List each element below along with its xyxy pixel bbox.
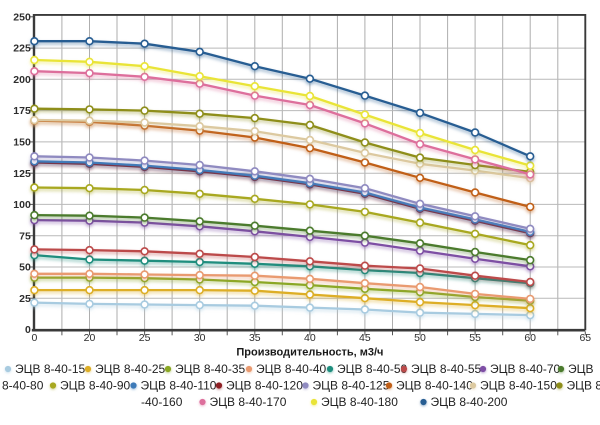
svg-text:45: 45	[359, 332, 371, 344]
svg-text:-40-160: -40-160	[141, 395, 183, 409]
svg-text:ЭЦВ: ЭЦВ	[568, 362, 594, 376]
svg-text:225: 225	[13, 43, 31, 55]
svg-text:150: 150	[13, 137, 31, 149]
svg-text:ЭЦВ 8-40-200: ЭЦВ 8-40-200	[431, 395, 508, 409]
svg-text:ЭЦВ 8-40-170: ЭЦВ 8-40-170	[210, 395, 287, 409]
svg-text:200: 200	[13, 74, 31, 86]
svg-text:0: 0	[31, 332, 37, 344]
svg-text:50: 50	[19, 262, 31, 274]
svg-text:0: 0	[25, 324, 31, 336]
svg-text:65: 65	[579, 332, 591, 344]
svg-text:ЭЦВ 8-40-150: ЭЦВ 8-40-150	[480, 379, 557, 393]
svg-text:60: 60	[524, 332, 536, 344]
svg-text:ЭЦВ 8-40-15: ЭЦВ 8-40-15	[15, 362, 86, 376]
svg-text:ЭЦВ 8-40-125: ЭЦВ 8-40-125	[313, 379, 390, 393]
svg-text:ЭЦВ 8-40-35: ЭЦВ 8-40-35	[175, 362, 246, 376]
svg-text:30: 30	[194, 332, 206, 344]
svg-text:ЭЦВ 8-40-90: ЭЦВ 8-40-90	[60, 379, 131, 393]
svg-text:ЭЦВ 8-40-55: ЭЦВ 8-40-55	[411, 362, 482, 376]
svg-text:75: 75	[19, 230, 31, 242]
svg-text:8-40-80: 8-40-80	[2, 379, 44, 393]
svg-text:ЭЦВ 8-40-70: ЭЦВ 8-40-70	[490, 362, 561, 376]
svg-text:25: 25	[19, 293, 31, 305]
svg-text:ЭЦВ 8: ЭЦВ 8	[567, 379, 600, 393]
svg-text:50: 50	[414, 332, 426, 344]
svg-text:100: 100	[13, 199, 31, 211]
svg-text:ЭЦВ 8-40-25: ЭЦВ 8-40-25	[95, 362, 166, 376]
svg-text:35: 35	[249, 332, 261, 344]
svg-text:ЭЦВ 8-40-120: ЭЦВ 8-40-120	[226, 379, 303, 393]
svg-text:55: 55	[469, 332, 481, 344]
svg-text:ЭЦВ 8-40-110: ЭЦВ 8-40-110	[141, 379, 217, 393]
svg-text:40: 40	[304, 332, 316, 344]
svg-text:175: 175	[13, 105, 31, 117]
svg-text:250: 250	[13, 11, 31, 23]
svg-text:20: 20	[84, 332, 96, 344]
svg-text:ЭЦВ 8-40-180: ЭЦВ 8-40-180	[321, 395, 398, 409]
svg-text:ЭЦВ 8-40-140: ЭЦВ 8-40-140	[396, 379, 473, 393]
svg-text:ЭЦВ 8-40-40: ЭЦВ 8-40-40	[256, 362, 327, 376]
svg-text:Производительность, м3/ч: Производительность, м3/ч	[236, 347, 383, 359]
svg-text:ЭЦВ 8-40-50: ЭЦВ 8-40-50	[337, 362, 408, 376]
svg-text:25: 25	[139, 332, 151, 344]
svg-text:125: 125	[13, 168, 31, 180]
